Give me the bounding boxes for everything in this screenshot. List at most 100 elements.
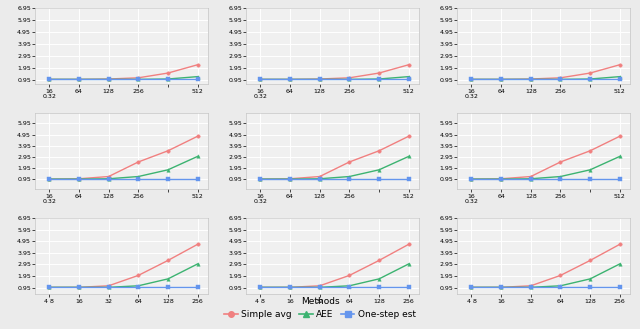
Line: One-step est: One-step est	[470, 177, 621, 181]
Simple avg	[497, 285, 505, 289]
One-step est	[375, 285, 383, 289]
AEE	[316, 177, 324, 181]
Legend: Simple avg, AEE, One-step est: Simple avg, AEE, One-step est	[220, 293, 420, 323]
AEE	[375, 168, 383, 172]
Simple avg	[316, 175, 324, 179]
AEE	[616, 154, 623, 158]
Simple avg	[45, 285, 53, 289]
Simple avg	[557, 273, 564, 277]
One-step est	[134, 285, 142, 289]
Line: AEE: AEE	[470, 75, 621, 81]
Simple avg	[194, 63, 202, 67]
AEE	[316, 285, 324, 289]
AEE	[194, 75, 202, 79]
Simple avg	[134, 76, 142, 80]
Line: Simple avg: Simple avg	[470, 242, 621, 289]
One-step est	[75, 177, 83, 181]
Simple avg	[316, 77, 324, 81]
Line: Simple avg: Simple avg	[470, 63, 621, 81]
One-step est	[586, 77, 594, 81]
One-step est	[316, 177, 324, 181]
AEE	[586, 77, 594, 81]
AEE	[257, 177, 264, 181]
One-step est	[527, 177, 534, 181]
Simple avg	[405, 63, 413, 67]
Simple avg	[586, 259, 594, 263]
One-step est	[468, 285, 476, 289]
One-step est	[346, 177, 353, 181]
Simple avg	[75, 77, 83, 81]
AEE	[194, 154, 202, 158]
AEE	[557, 77, 564, 81]
One-step est	[105, 77, 113, 81]
AEE	[164, 168, 172, 172]
AEE	[286, 285, 294, 289]
AEE	[375, 77, 383, 81]
Simple avg	[527, 175, 534, 179]
Simple avg	[616, 63, 623, 67]
One-step est	[164, 285, 172, 289]
AEE	[134, 175, 142, 179]
AEE	[557, 175, 564, 179]
Line: One-step est: One-step est	[47, 177, 200, 181]
One-step est	[45, 77, 53, 81]
Simple avg	[527, 284, 534, 288]
Line: AEE: AEE	[470, 262, 621, 289]
One-step est	[257, 77, 264, 81]
Simple avg	[286, 285, 294, 289]
Simple avg	[257, 285, 264, 289]
Simple avg	[616, 134, 623, 138]
One-step est	[105, 177, 113, 181]
Simple avg	[75, 285, 83, 289]
AEE	[346, 284, 353, 288]
Line: One-step est: One-step est	[470, 286, 621, 289]
AEE	[105, 177, 113, 181]
Line: AEE: AEE	[259, 75, 410, 81]
One-step est	[346, 285, 353, 289]
One-step est	[557, 77, 564, 81]
AEE	[616, 262, 623, 266]
Simple avg	[405, 134, 413, 138]
Simple avg	[468, 77, 476, 81]
AEE	[75, 285, 83, 289]
Simple avg	[527, 77, 534, 81]
One-step est	[616, 177, 623, 181]
AEE	[45, 77, 53, 81]
AEE	[405, 262, 413, 266]
AEE	[316, 77, 324, 81]
Simple avg	[346, 76, 353, 80]
Simple avg	[257, 177, 264, 181]
AEE	[586, 277, 594, 281]
Simple avg	[375, 149, 383, 153]
Simple avg	[497, 177, 505, 181]
One-step est	[497, 177, 505, 181]
One-step est	[316, 77, 324, 81]
One-step est	[557, 177, 564, 181]
One-step est	[586, 177, 594, 181]
AEE	[468, 285, 476, 289]
One-step est	[405, 177, 413, 181]
AEE	[468, 177, 476, 181]
One-step est	[405, 77, 413, 81]
One-step est	[257, 285, 264, 289]
Line: AEE: AEE	[259, 262, 410, 289]
One-step est	[134, 77, 142, 81]
Line: Simple avg: Simple avg	[259, 135, 410, 181]
Simple avg	[105, 175, 113, 179]
Simple avg	[616, 242, 623, 246]
One-step est	[286, 285, 294, 289]
Simple avg	[468, 285, 476, 289]
Simple avg	[194, 242, 202, 246]
AEE	[346, 175, 353, 179]
One-step est	[164, 77, 172, 81]
AEE	[497, 177, 505, 181]
One-step est	[257, 177, 264, 181]
One-step est	[557, 285, 564, 289]
Simple avg	[286, 177, 294, 181]
Line: One-step est: One-step est	[259, 78, 410, 81]
One-step est	[105, 285, 113, 289]
Line: Simple avg: Simple avg	[470, 135, 621, 181]
Simple avg	[586, 71, 594, 75]
Simple avg	[405, 242, 413, 246]
One-step est	[468, 177, 476, 181]
